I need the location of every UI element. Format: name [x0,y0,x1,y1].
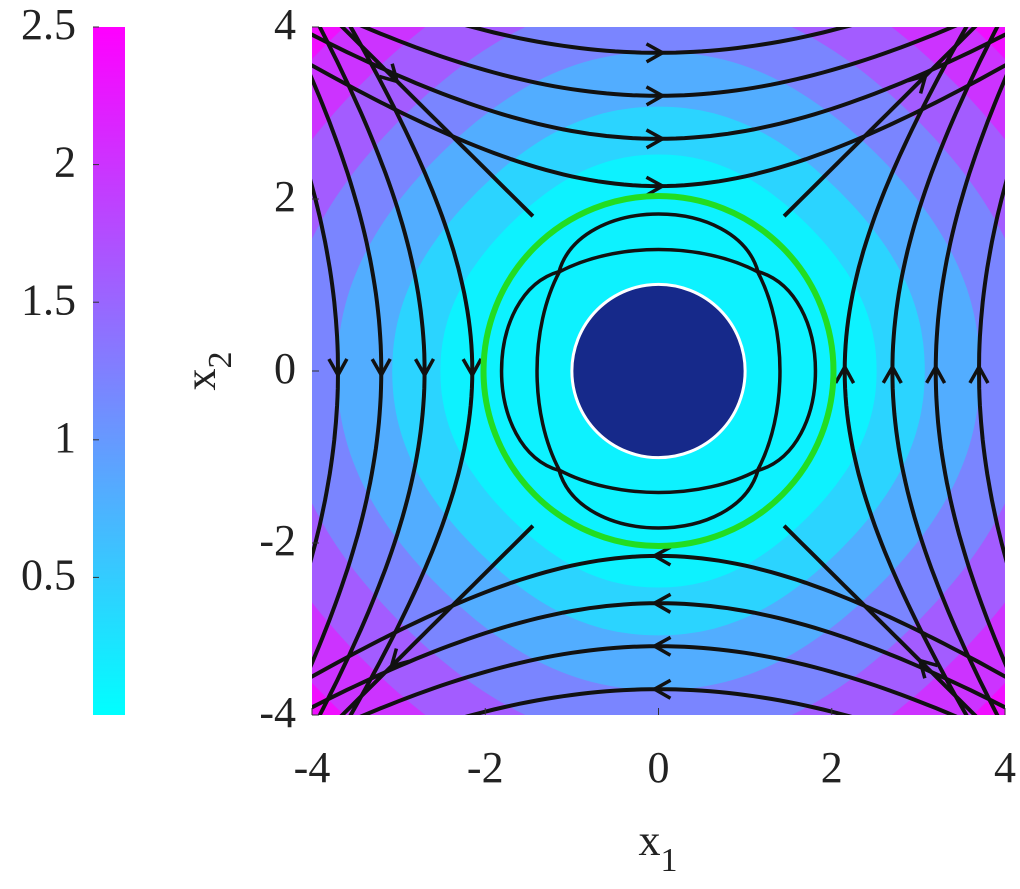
colorbar-tick-label: 0.5 [21,550,76,599]
arrowhead [907,73,929,94]
streamline [464,27,853,55]
streamline [312,178,341,564]
arrowhead [968,363,990,384]
streamline [976,178,1005,564]
inner-cell [499,268,564,473]
arrowhead [645,128,667,150]
inner-cell [557,212,761,276]
arrowhead [370,358,392,379]
y-tick-label: -4 [259,688,296,737]
streamline [348,27,475,715]
x-tick-label: -2 [467,743,504,792]
y-axis-label: x2 [176,352,239,391]
streamline [312,601,1005,710]
contour-field [312,27,1005,715]
streamline [933,74,1005,668]
arrowhead [327,358,349,379]
arrowhead [925,363,947,384]
x-tick-label: 0 [648,743,670,792]
colorbar-tick-label: 2 [54,138,76,187]
streamline [312,74,384,668]
colorbar-tick-label: 1.5 [21,275,76,324]
x-axis-label: x1 [639,816,678,879]
y-tick-label: 2 [274,172,296,221]
streamline [312,32,1005,141]
streamline [312,63,1005,189]
arrowhead [413,358,436,379]
streamline [339,524,535,715]
arrowhead [834,363,856,384]
arrowhead [645,42,667,64]
y-tick-label: 0 [274,344,296,393]
limit-circle [480,193,837,549]
arrowhead [645,175,667,197]
inner-disk [570,282,747,460]
streamline [782,27,978,218]
x-tick-label: -4 [294,743,331,792]
arrowhead [917,658,939,679]
inner-cell [556,466,760,530]
streamline [359,27,958,98]
streamline [464,687,853,715]
arrowhead [388,648,410,669]
y-tick-label: -2 [259,516,296,565]
x-tick-label: 4 [994,743,1016,792]
streamline [842,27,969,715]
arrowhead [645,85,667,107]
arrowhead [650,592,672,614]
y-tick-label: 4 [274,0,296,49]
streamline [359,644,958,715]
arrowhead [378,63,400,84]
x-tick-label: 2 [821,743,843,792]
streamline [890,27,1000,715]
arrowhead [650,545,672,567]
colorbar-tick-label: 2.5 [21,0,76,49]
inner-cell [753,269,818,474]
colorbar [93,27,125,715]
streamline [312,553,1005,679]
arrowhead [650,635,672,657]
arrowhead [650,678,672,700]
streamline [317,27,427,715]
arrowhead [461,358,483,379]
arrowhead [881,363,903,384]
colorbar-tick-label: 1 [54,413,76,462]
streamlines [312,27,1005,715]
